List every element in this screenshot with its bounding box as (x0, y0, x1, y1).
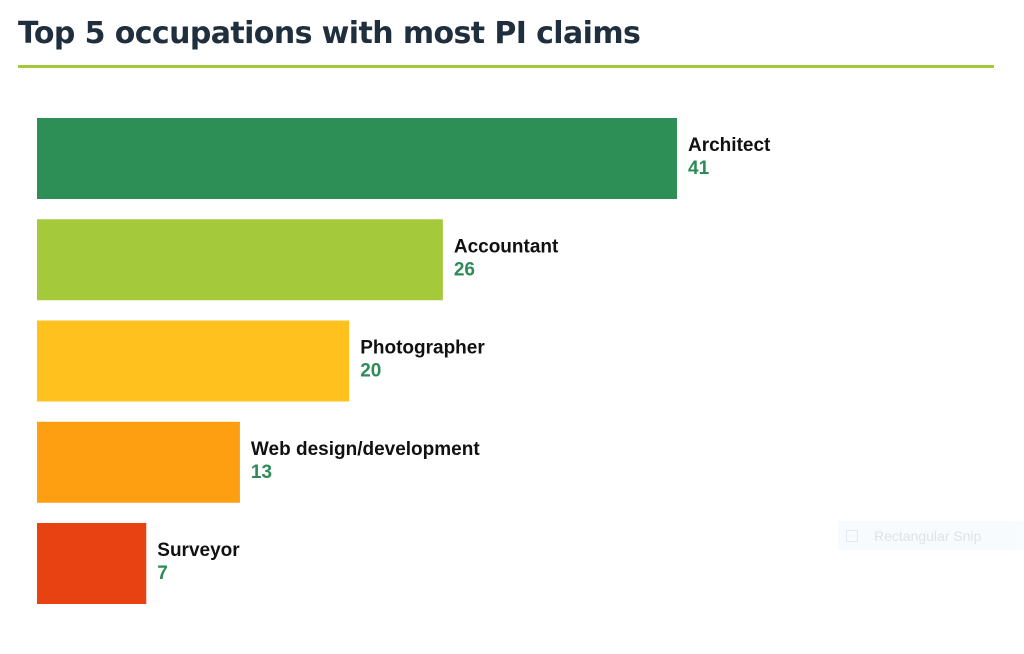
value-label: 13 (251, 462, 272, 483)
value-label: 20 (360, 361, 381, 382)
snip-label: Rectangular Snip (874, 528, 982, 544)
bar-photographer (37, 320, 350, 402)
category-label: Photographer (360, 338, 485, 359)
bar-architect (37, 118, 677, 199)
bar-accountant (37, 219, 443, 301)
category-label: Architect (688, 135, 771, 156)
chart-title: Top 5 occupations with most PI claims (18, 16, 641, 51)
value-label: 41 (688, 158, 710, 179)
value-label: 26 (454, 259, 475, 280)
value-label: 7 (157, 563, 168, 584)
rectangular-snip-tooltip: Rectangular Snip (838, 521, 1024, 550)
category-label: Surveyor (157, 540, 240, 561)
bar-surveyor (37, 523, 147, 604)
category-label: Web design/development (251, 439, 480, 460)
category-label: Accountant (454, 236, 559, 257)
title-underline (18, 65, 994, 68)
snip-icon (846, 530, 858, 542)
bar-web-design-development (37, 421, 240, 503)
